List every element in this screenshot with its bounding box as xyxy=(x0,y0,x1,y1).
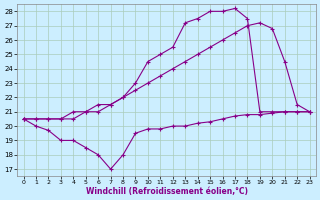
X-axis label: Windchill (Refroidissement éolien,°C): Windchill (Refroidissement éolien,°C) xyxy=(85,187,248,196)
